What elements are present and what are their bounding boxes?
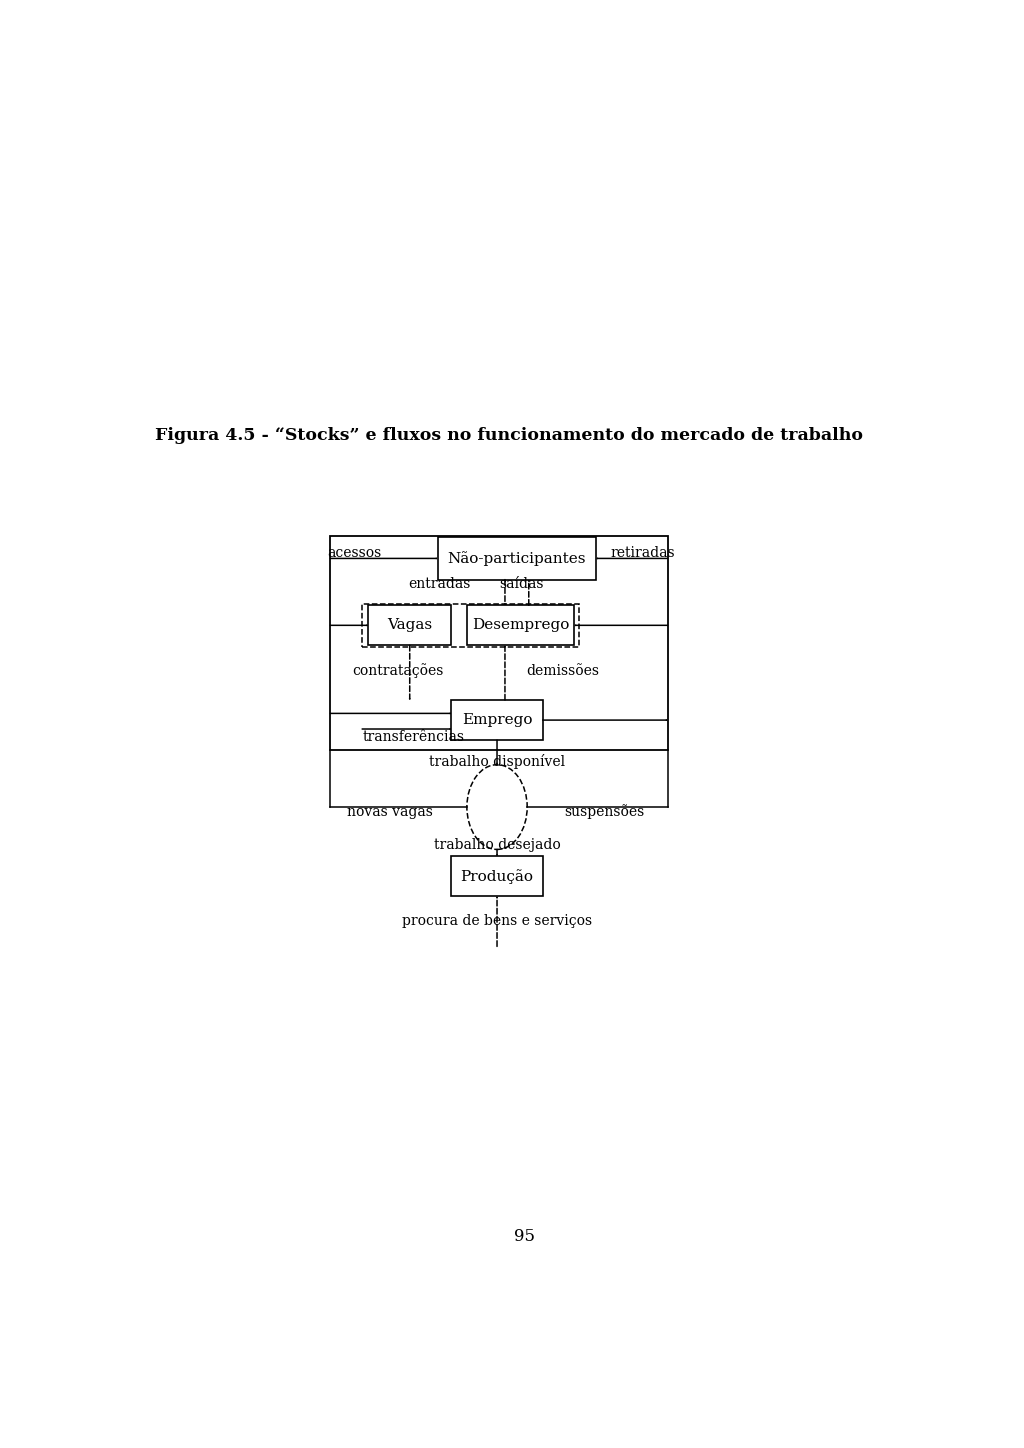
Bar bbox=[368, 605, 452, 646]
Bar bbox=[467, 605, 574, 646]
Text: Vagas: Vagas bbox=[387, 618, 432, 633]
Text: contratações: contratações bbox=[352, 663, 443, 679]
Text: trabalho disponível: trabalho disponível bbox=[429, 754, 565, 769]
Text: Desemprego: Desemprego bbox=[472, 618, 569, 633]
Text: Não-participantes: Não-participantes bbox=[447, 552, 586, 566]
Bar bbox=[331, 536, 668, 750]
Text: novas vagas: novas vagas bbox=[347, 805, 433, 818]
Bar bbox=[452, 856, 543, 896]
Text: Produção: Produção bbox=[461, 869, 534, 883]
Text: demissões: demissões bbox=[526, 665, 599, 678]
Text: acessos: acessos bbox=[327, 546, 381, 560]
Bar bbox=[452, 699, 543, 740]
Text: entradas: entradas bbox=[409, 578, 471, 591]
Text: 95: 95 bbox=[514, 1228, 536, 1245]
Bar bbox=[437, 537, 596, 579]
Text: transferências: transferências bbox=[362, 730, 465, 744]
Bar bbox=[362, 604, 579, 646]
Text: Emprego: Emprego bbox=[462, 712, 532, 727]
Text: retiradas: retiradas bbox=[610, 546, 675, 560]
Text: saídas: saídas bbox=[500, 578, 544, 591]
Text: procura de bens e serviços: procura de bens e serviços bbox=[402, 914, 592, 928]
Text: Figura 4.5 - “Stocks” e fluxos no funcionamento do mercado de trabalho: Figura 4.5 - “Stocks” e fluxos no funcio… bbox=[155, 427, 863, 445]
Text: trabalho desejado: trabalho desejado bbox=[433, 838, 560, 851]
Text: suspensões: suspensões bbox=[564, 804, 644, 820]
